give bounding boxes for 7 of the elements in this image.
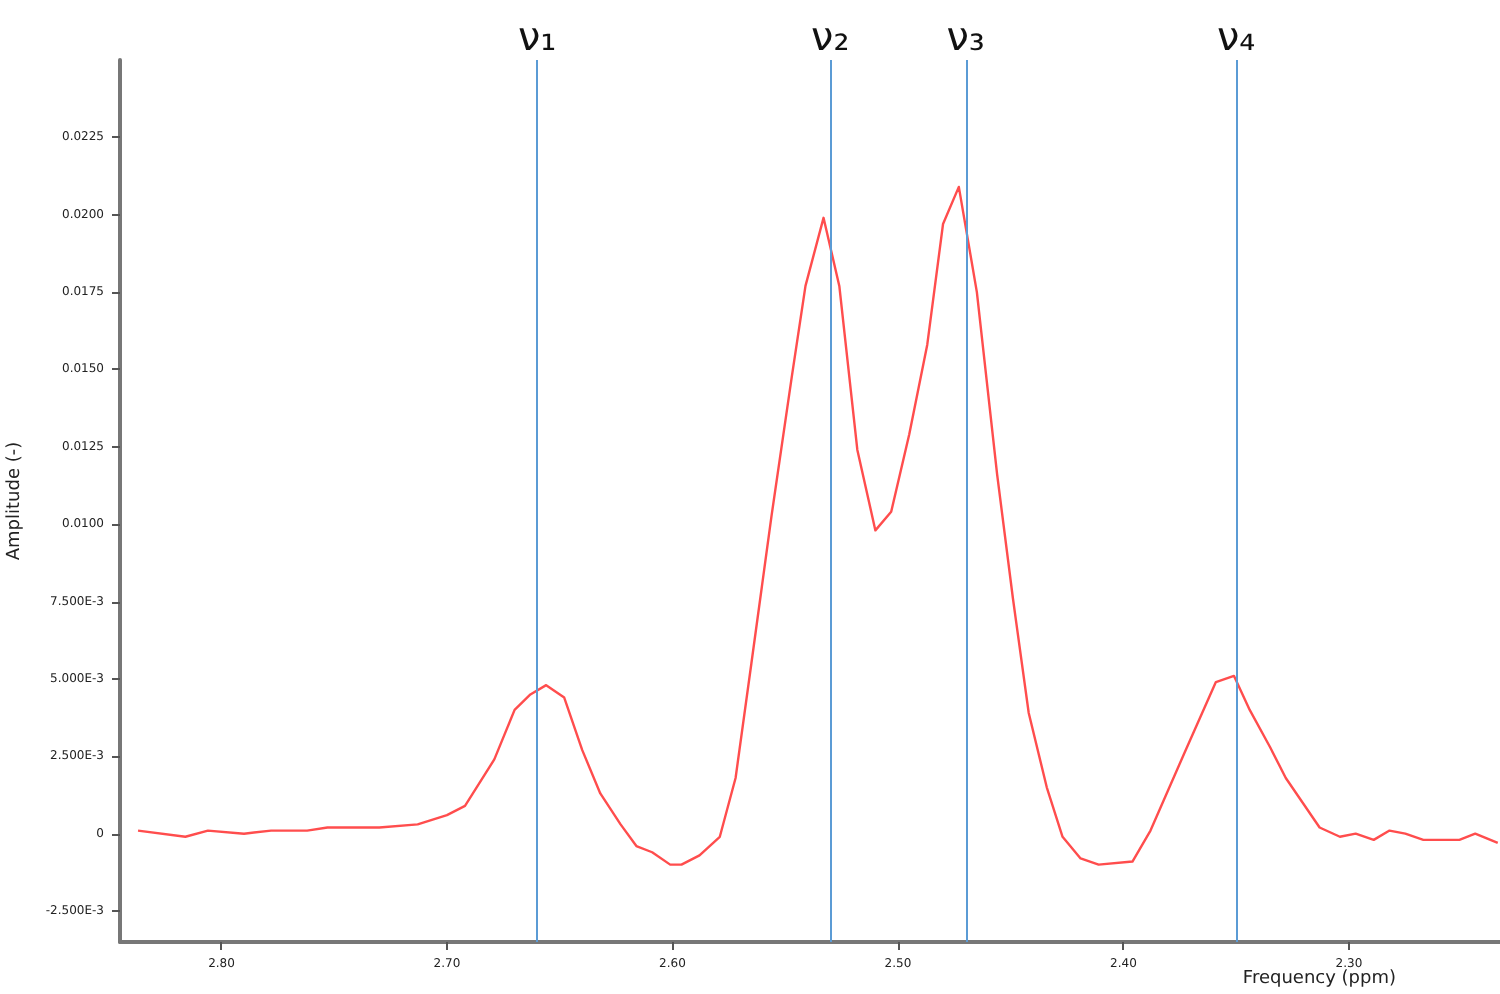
ref-line-label: ν₄	[1216, 12, 1256, 60]
x-axis-title: Frequency (ppm)	[1242, 969, 1396, 989]
line-series	[136, 185, 1499, 866]
ref-line-label: ν₁	[517, 12, 557, 60]
ref-line-label: ν₃	[946, 12, 985, 60]
ref-line-label: ν₂	[811, 12, 850, 60]
y-axis-title: Amplitude (-)	[4, 441, 25, 561]
